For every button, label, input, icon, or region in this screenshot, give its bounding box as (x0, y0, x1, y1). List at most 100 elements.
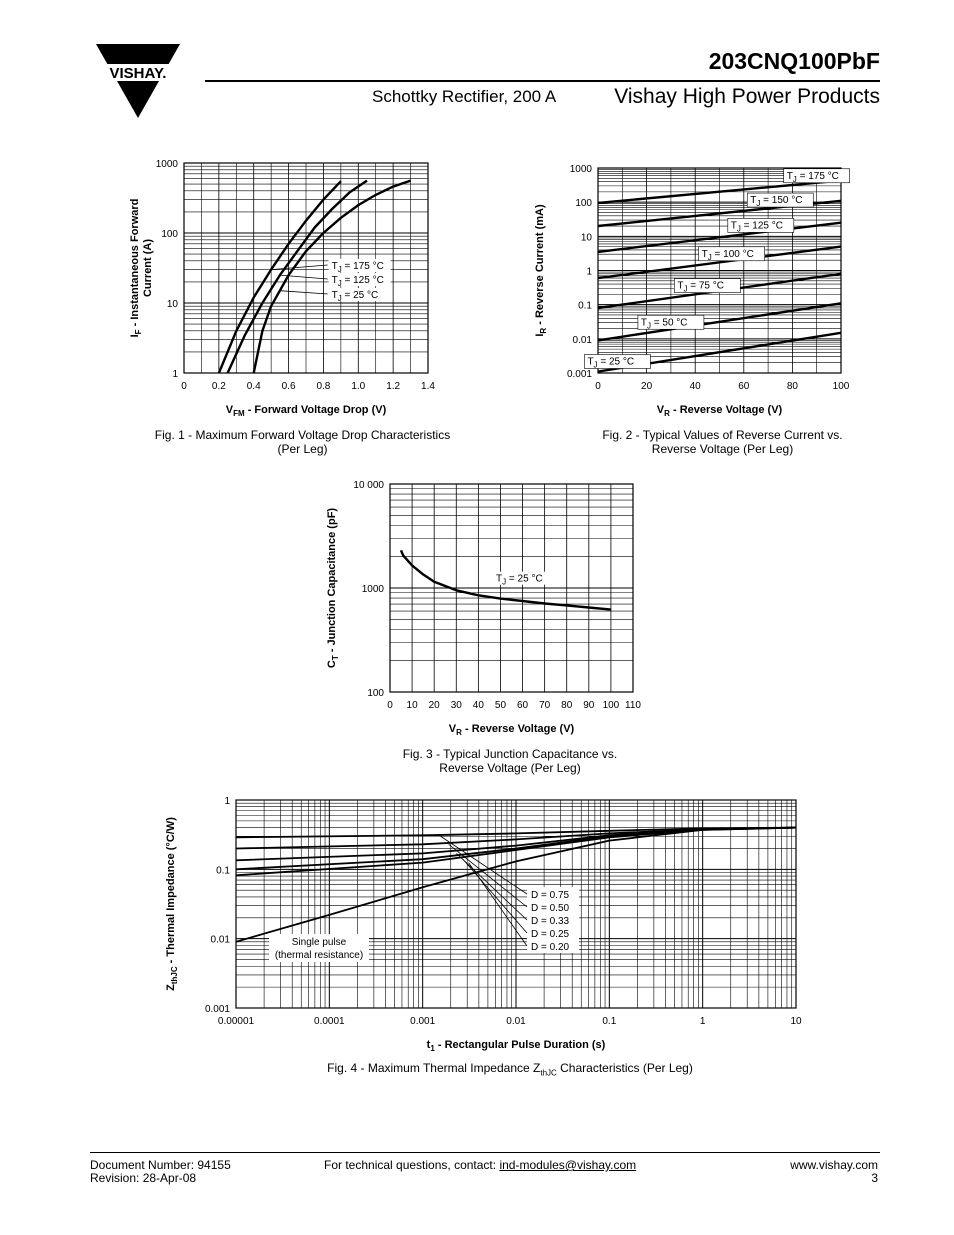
fig2-y-tick-label: 1 (586, 267, 592, 278)
fig1-y-axis-label: IF - Instantaneous Forward Current (A) (129, 199, 154, 338)
fig4-legend-leader (462, 858, 528, 934)
fig2-series-label-bg (783, 168, 851, 184)
fig1-x-tick-label: 0.6 (282, 381, 296, 392)
fig4-y-tick-label: 0.1 (216, 865, 230, 876)
fig1-caption: Fig. 1 - Maximum Forward Voltage Drop Ch… (120, 428, 485, 456)
fig2-y-tick-label: 1000 (570, 164, 593, 175)
fig2-y-tick-label: 0.1 (578, 301, 592, 312)
fig1-x-tick-label: 0.8 (316, 381, 330, 392)
fig1-series-label-bg (328, 273, 391, 286)
fig4-legend-item: D = 0.33 (531, 916, 570, 927)
fig2-y-axis-label-text: IR - Reverse Current (mA) (534, 204, 548, 337)
fig4-x-tick-label: 0.00001 (218, 1016, 255, 1027)
fig2-series-line (597, 221, 842, 254)
fig3-caption-line2: Reverse Voltage (Per Leg) (439, 761, 581, 775)
fig4-caption-sub: thJC (540, 1068, 557, 1078)
fig2-x-tick-label: 20 (641, 381, 653, 392)
contact-email-link[interactable]: ind-modules@vishay.com (499, 1158, 637, 1172)
fig3-x-tick-label: 60 (517, 700, 529, 711)
fig2-series-label: TJ = 175 °C (787, 171, 839, 184)
footer-rule (90, 1152, 880, 1153)
fig1-leader-line (271, 264, 328, 271)
fig2-series-label-bg (698, 246, 765, 262)
fig4-legend-item: D = 0.20 (531, 942, 570, 953)
fig2-plot-frame (597, 167, 842, 374)
fig1-x-tick-label: 0.4 (247, 381, 261, 392)
fig2-series-label-bg (637, 314, 705, 330)
fig1-x-tick-label: 1.4 (421, 381, 435, 392)
fig4-legend-leader (438, 834, 528, 895)
fig2-y-tick-label: 0.001 (567, 369, 592, 380)
fig1-series-label: TJ = 25 °C (332, 290, 379, 303)
fig1-y-tick-label: 1000 (156, 159, 179, 170)
fig2-x-tick-label: 40 (690, 381, 702, 392)
fig1-x-tick-label: 0 (181, 381, 187, 392)
fig4-legend-leader (468, 862, 528, 947)
fig1-x-tick-label: 1.2 (386, 381, 400, 392)
fig3-y-axis-label-text: CT - Junction Capacitance (pF) (326, 508, 340, 668)
fig2-series-label: TJ = 100 °C (702, 249, 754, 262)
fig1-forward-voltage-chart: 1 10 100 1000 0 0.2 0.4 0.6 0.8 1.0 1.2 1.4 VFM - Fo… (129, 159, 435, 418)
fig3-x-tick-label: 40 (473, 700, 485, 711)
fig2-series-label: TJ = 50 °C (641, 317, 688, 330)
fig1-y-tick-label: 10 (167, 299, 179, 310)
fig2-x-tick-label: 80 (787, 381, 799, 392)
fig4-legend-leader (448, 843, 528, 908)
fig4-y-tick-label: 1 (224, 796, 230, 807)
brand-name: Vishay High Power Products (614, 85, 880, 108)
fig4-legend-item: D = 0.25 (531, 929, 570, 940)
fig3-y-tick-label: 1000 (362, 584, 385, 595)
logo-text: VISHAY. (110, 65, 167, 82)
fig3-x-tick-label: 0 (387, 700, 393, 711)
contact-prefix: For technical questions, contact: (324, 1158, 500, 1172)
fig2-series-label: TJ = 150 °C (750, 195, 802, 208)
fig4-caption-a: Fig. 4 - Maximum Thermal Impedance Z (327, 1061, 541, 1075)
fig2-caption: Fig. 2 - Typical Values of Reverse Curre… (580, 428, 865, 456)
fig4-annotation-line2: (thermal resistance) (275, 950, 363, 961)
fig4-y-axis-label-text: ZthJC - Thermal Impedance (°C/W) (165, 817, 179, 991)
fig2-y-tick-label: 100 (575, 198, 592, 209)
fig2-series-label: TJ = 125 °C (731, 220, 783, 233)
fig2-caption-line2: Reverse Voltage (Per Leg) (651, 442, 794, 456)
fig2-series-line (597, 245, 842, 280)
fig4-grid (235, 799, 797, 1009)
fig2-series-label: TJ = 75 °C (677, 281, 724, 294)
fig2-x-tick-label: 0 (595, 381, 601, 392)
fig1-x-tick-label: 1.0 (351, 381, 365, 392)
fig4-x-tick-label: 0.01 (506, 1016, 526, 1027)
fig2-x-tick-label: 60 (738, 381, 750, 392)
fig3-y-tick-label: 10 000 (353, 480, 384, 491)
fig1-leader-line (279, 274, 328, 280)
fig4-y-axis-label: ZthJC - Thermal Impedance (°C/W) (165, 817, 179, 991)
fig1-caption-line1: Fig. 1 - Maximum Forward Voltage Drop Ch… (154, 428, 451, 442)
fig4-series-line (235, 826, 797, 943)
fig2-series-line (597, 179, 842, 205)
fig4-legend-leader (456, 853, 528, 921)
fig2-series-label-bg (727, 218, 795, 233)
fig4-plot-frame (235, 799, 797, 1009)
fig2-x-axis-label: VR - Reverse Voltage (V) (657, 404, 783, 418)
fig3-x-tick-label: 90 (583, 700, 595, 711)
fig2-series-label-bg (674, 278, 741, 293)
fig1-y-tick-label: 100 (161, 229, 178, 240)
fig4-x-tick-label: 10 (790, 1016, 802, 1027)
fig1-series-label-bg (328, 259, 391, 272)
fig3-x-tick-label: 10 (407, 700, 419, 711)
fig2-series-label-bg (746, 192, 814, 208)
fig2-series-line (597, 302, 842, 342)
fig1-x-tick-label: 0.2 (212, 381, 226, 392)
fig4-x-tick-label: 0.001 (410, 1016, 435, 1027)
fig3-series-label-bg (493, 571, 552, 585)
fig4-y-tick-label: 0.01 (211, 935, 231, 946)
fig1-y-tick-label: 1 (172, 369, 178, 380)
fig3-caption: Fig. 3 - Typical Junction Capacitance vs… (380, 747, 640, 775)
fig3-x-tick-label: 20 (429, 700, 441, 711)
fig4-annotation-bg (269, 934, 369, 962)
fig3-x-axis-label: VR - Reverse Voltage (V) (449, 723, 575, 737)
fig4-x-axis-label: t1 - Rectangular Pulse Duration (s) (427, 1039, 606, 1053)
fig3-x-tick-label: 50 (495, 700, 507, 711)
website-link[interactable]: www.vishay.com (790, 1158, 878, 1172)
fig3-series-line (399, 549, 612, 611)
fig2-y-tick-label: 0.01 (573, 335, 593, 346)
fig4-legend-item: D = 0.50 (531, 903, 570, 914)
